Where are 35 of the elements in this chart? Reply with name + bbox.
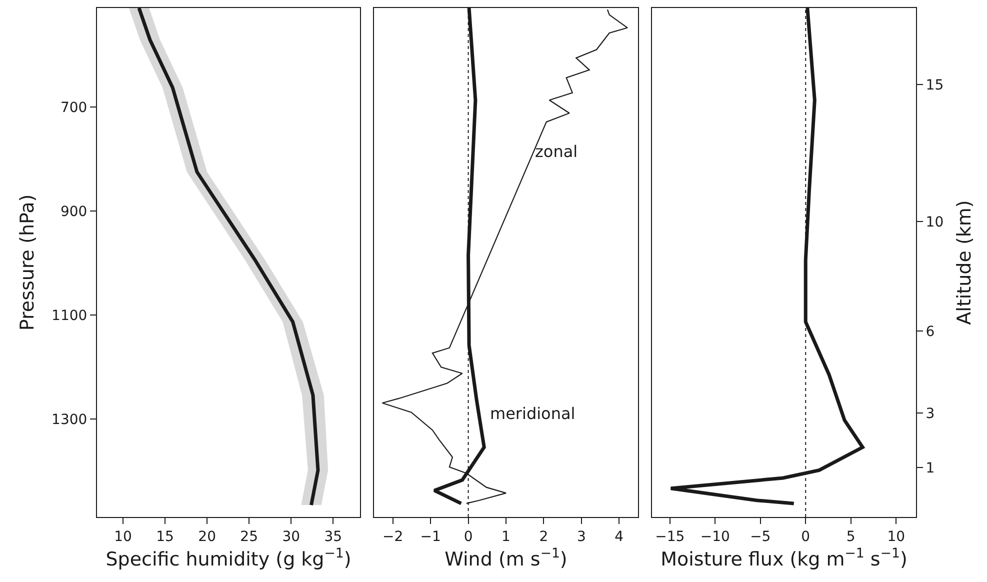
x-tick-label: −5: [750, 528, 771, 545]
x-tick-label: 5: [846, 528, 856, 545]
annotation: meridional: [490, 404, 576, 423]
x-tick-label: 30: [282, 528, 300, 545]
y-tick-label: 1300: [52, 412, 88, 428]
x-tick-label: 10: [114, 528, 132, 545]
text: 3: [926, 406, 935, 422]
x-tick-label: 3: [576, 528, 586, 545]
x-tick-label: 4: [614, 528, 624, 545]
text: 6: [926, 324, 935, 340]
text: 10: [926, 214, 944, 230]
x-tick-label: 0: [464, 528, 473, 545]
x-tick-label: −15: [655, 528, 685, 545]
x-tick-label: 25: [240, 528, 258, 545]
x-tick-label: 35: [324, 528, 342, 545]
x-tick-label: 1: [502, 528, 510, 545]
x-tick-label: −1: [420, 528, 441, 545]
x-axis-title: Wind (m s$^{−1}$): [444, 546, 568, 571]
x-tick-label: −2: [382, 528, 404, 545]
x-tick-label: 15: [156, 528, 174, 545]
y-tick-label: 900: [60, 204, 88, 220]
annotation: zonal: [535, 142, 578, 161]
y2-axis-title: Altitude (km): [953, 200, 976, 325]
text: 1: [926, 460, 935, 477]
x-tick-label: 2: [539, 528, 548, 545]
x-tick-label: 20: [198, 528, 216, 545]
y-axis-title: Pressure (hPa): [16, 194, 38, 331]
x-axis-title: Specific humidity (g kg$^{−1}$): [106, 546, 352, 571]
y-tick-label: 1100: [52, 308, 88, 324]
x-axis-title: Moisture flux (kg m$^{−1}$ s$^{−1}$): [660, 546, 908, 571]
x-tick-label: −10: [700, 528, 730, 545]
x-tick-label: 10: [887, 528, 906, 545]
x-tick-label: 0: [801, 528, 810, 545]
text: 15: [926, 78, 944, 94]
y-tick-label: 700: [60, 100, 88, 116]
